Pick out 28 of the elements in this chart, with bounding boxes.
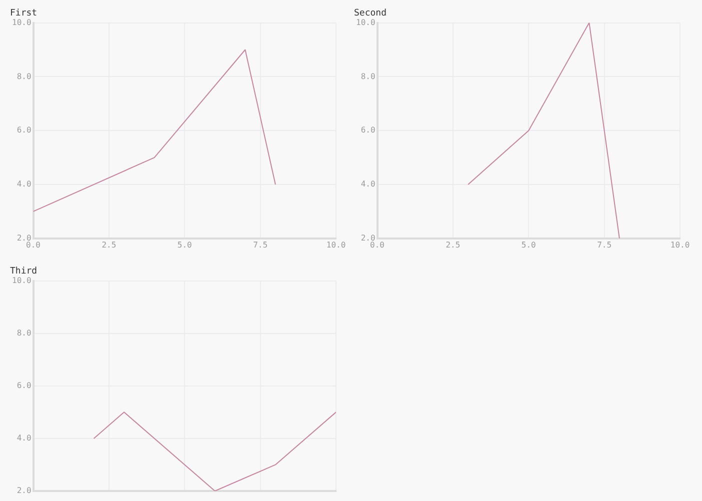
x-tick-label: 10.0	[670, 240, 690, 250]
x-tick-label: 0.0	[370, 240, 385, 250]
y-tick-label: 10.0	[12, 276, 32, 285]
x-tick-label: 7.5	[597, 240, 612, 250]
y-tick-label: 10.0	[12, 18, 32, 27]
y-tick-label: 8.0	[360, 72, 376, 81]
y-tick-label: 4.0	[360, 180, 376, 189]
y-tick-label: 2.0	[16, 486, 32, 496]
y-tick-label: 6.0	[360, 126, 376, 135]
x-tick-label: 2.5	[102, 240, 116, 250]
y-tick-label: 2.0	[16, 233, 32, 242]
y-tick-label: 10.0	[356, 18, 376, 27]
y-tick-label: 6.0	[16, 380, 32, 390]
x-tick-label: 10.0	[326, 240, 346, 250]
y-tick-label: 2.0	[360, 233, 376, 242]
y-tick-label: 8.0	[16, 72, 32, 81]
y-tick-label: 4.0	[16, 434, 32, 443]
y-tick-label: 4.0	[16, 180, 32, 189]
chart-title: Second	[354, 8, 387, 19]
y-tick-label: 8.0	[16, 328, 32, 338]
x-tick-label: 5.0	[521, 240, 536, 250]
x-tick-label: 2.5	[446, 240, 460, 250]
x-tick-label: 7.5	[253, 240, 268, 250]
chart-title: First	[10, 8, 38, 19]
x-tick-label: 0.0	[26, 240, 41, 250]
chart-title: Third	[10, 266, 38, 277]
y-tick-label: 6.0	[16, 126, 32, 135]
x-tick-label: 5.0	[177, 240, 192, 250]
